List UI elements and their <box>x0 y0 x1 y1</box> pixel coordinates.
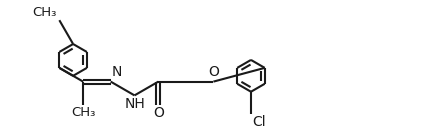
Text: NH: NH <box>124 97 145 111</box>
Text: O: O <box>153 106 164 120</box>
Text: CH₃: CH₃ <box>33 6 57 19</box>
Text: CH₃: CH₃ <box>71 106 95 119</box>
Text: N: N <box>112 65 122 79</box>
Text: Cl: Cl <box>252 115 266 129</box>
Text: O: O <box>208 65 219 79</box>
